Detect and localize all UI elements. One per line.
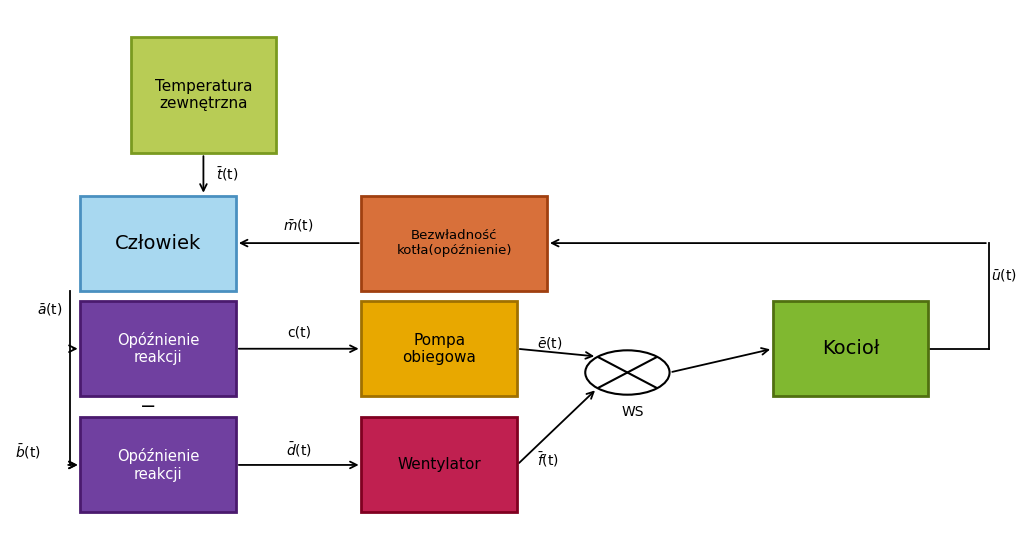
Text: $\bar{m}$(t): $\bar{m}$(t) bbox=[284, 217, 314, 233]
Text: WS: WS bbox=[622, 405, 644, 419]
Circle shape bbox=[586, 350, 670, 395]
FancyBboxPatch shape bbox=[131, 37, 276, 153]
Text: Opóźnienie
reakcji: Opóźnienie reakcji bbox=[117, 332, 200, 365]
Text: $\bar{d}$(t): $\bar{d}$(t) bbox=[286, 440, 311, 459]
Text: $\bar{a}$(t): $\bar{a}$(t) bbox=[37, 301, 62, 317]
Text: $\bar{f}$(t): $\bar{f}$(t) bbox=[537, 450, 559, 469]
FancyBboxPatch shape bbox=[773, 301, 929, 396]
Text: Pompa
obiegowa: Pompa obiegowa bbox=[402, 333, 476, 365]
Text: c(t): c(t) bbox=[287, 326, 310, 340]
FancyBboxPatch shape bbox=[81, 417, 236, 513]
FancyBboxPatch shape bbox=[81, 196, 236, 291]
Text: $\bar{e}$(t): $\bar{e}$(t) bbox=[537, 335, 562, 351]
FancyBboxPatch shape bbox=[361, 417, 517, 513]
Text: Temperatura
zewnętrzna: Temperatura zewnętrzna bbox=[155, 79, 252, 112]
Text: Człowiek: Człowiek bbox=[115, 233, 202, 253]
Text: Opóźnienie
reakcji: Opóźnienie reakcji bbox=[117, 448, 200, 482]
Text: Bezwładność
kotła(opóźnienie): Bezwładność kotła(opóźnienie) bbox=[396, 229, 512, 257]
Text: −: − bbox=[140, 397, 157, 416]
Text: $\bar{b}$(t): $\bar{b}$(t) bbox=[15, 443, 41, 461]
FancyBboxPatch shape bbox=[81, 301, 236, 396]
Text: Kocioł: Kocioł bbox=[822, 339, 880, 358]
FancyBboxPatch shape bbox=[361, 196, 547, 291]
Text: $\bar{t}$(t): $\bar{t}$(t) bbox=[216, 165, 239, 183]
Text: $\bar{u}$(t): $\bar{u}$(t) bbox=[990, 267, 1017, 283]
FancyBboxPatch shape bbox=[361, 301, 517, 396]
Text: Wentylator: Wentylator bbox=[397, 458, 481, 473]
